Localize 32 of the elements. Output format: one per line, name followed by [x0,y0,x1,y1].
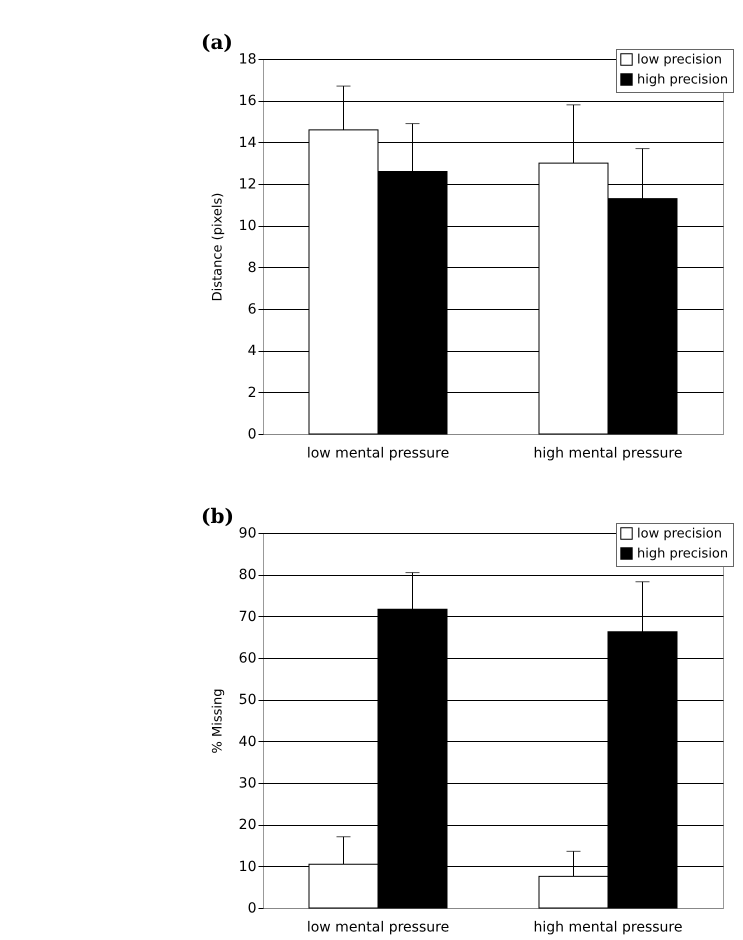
y-tick-label: 50 [238,692,256,708]
y-axis-title: Distance (pixels) [210,192,226,302]
y-tick-label: 4 [248,343,257,360]
y-tick-label: 0 [248,426,256,442]
y-tick-label: 10 [238,858,256,875]
y-tick-label: 8 [248,260,256,276]
y-tick-label: 20 [238,817,256,834]
x-tick-label: high mental pressure [534,446,682,462]
y-tick-label: 10 [238,218,256,234]
y-tick-label: 16 [238,93,257,110]
y-tick-label: 40 [238,734,256,750]
y-tick-label: 0 [248,900,256,916]
x-tick-label: low mental pressure [306,920,450,936]
y-tick-label: 14 [238,134,257,151]
x-tick-label: high mental pressure [534,920,682,936]
x-tick-label: low mental pressure [306,446,450,462]
legend-label: high precision [637,546,728,562]
legend-label: low precision [637,52,722,68]
chart-title: (a) [201,30,233,54]
y-tick-label: 80 [238,567,256,584]
y-tick-label: 2 [248,384,256,401]
y-tick-label: 6 [248,302,257,318]
y-tick-label: 60 [238,650,256,666]
y-axis-title: % Missing [210,688,226,754]
y-tick-label: 12 [238,176,256,192]
chart-title: (b) [201,504,234,528]
legend-label: high precision [637,72,728,88]
y-tick-label: 18 [238,52,256,68]
legend-label: low precision [637,526,722,542]
y-tick-label: 70 [238,608,256,625]
y-tick-label: 90 [238,526,256,542]
y-tick-label: 30 [238,776,256,792]
